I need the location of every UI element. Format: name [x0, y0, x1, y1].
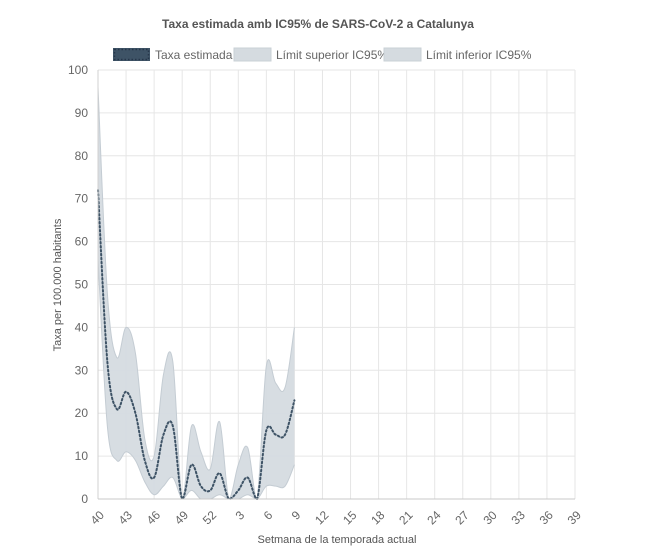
ci-band-area — [98, 87, 295, 499]
chart-title: Taxa estimada amb IC95% de SARS-CoV-2 a … — [162, 17, 474, 31]
x-tick-label: 40 — [88, 508, 108, 528]
legend-swatch-lower — [383, 47, 422, 62]
x-tick-label: 27 — [452, 508, 472, 528]
legend-label-estimate: Taxa estimada — [155, 48, 233, 62]
x-tick-label: 15 — [340, 508, 360, 528]
legend-swatch-estimate-dots — [113, 48, 150, 61]
x-tick-labels: 40 43 46 49 52 3 6 9 12 15 18 21 24 27 30 33 36 39 — [88, 508, 585, 528]
y-tick-label: 20 — [75, 406, 89, 420]
legend-swatch-upper — [233, 47, 272, 62]
y-tick-labels: 0 10 20 30 40 50 60 70 80 90 100 — [68, 63, 88, 506]
x-tick-label: 6 — [261, 508, 276, 523]
x-tick-label: 18 — [368, 508, 388, 528]
x-tick-label: 33 — [508, 508, 528, 528]
x-tick-label: 9 — [289, 508, 304, 523]
y-tick-label: 70 — [75, 192, 89, 206]
x-tick-label: 12 — [312, 508, 332, 528]
y-tick-label: 30 — [75, 363, 89, 377]
y-axis-label: Taxa per 100.000 habitants — [52, 218, 64, 351]
legend-item-upper[interactable]: Límit superior IC95% — [233, 47, 388, 62]
legend-label-lower: Límit inferior IC95% — [426, 48, 532, 62]
upper-limit-line — [97, 87, 295, 500]
x-tick-label: 36 — [537, 508, 557, 528]
y-tick-label: 50 — [75, 278, 89, 292]
y-tick-label: 40 — [75, 320, 89, 334]
x-axis-label: Setmana de la temporada actual — [258, 534, 417, 546]
x-tick-label: 49 — [172, 508, 192, 528]
x-tick-label: 24 — [424, 508, 444, 528]
legend-item-lower[interactable]: Límit inferior IC95% — [383, 47, 532, 62]
legend-label-upper: Límit superior IC95% — [276, 48, 388, 62]
lower-limit-line — [97, 258, 295, 500]
x-tick-label: 52 — [200, 508, 220, 528]
y-tick-label: 80 — [75, 149, 89, 163]
x-tick-label: 43 — [116, 508, 136, 528]
legend-item-estimate[interactable]: Taxa estimada — [113, 48, 233, 62]
y-tick-label: 100 — [68, 63, 88, 77]
y-tick-label: 10 — [75, 449, 89, 463]
confidence-band — [97, 87, 295, 500]
y-tick-label: 0 — [81, 492, 88, 506]
x-tick-label: 39 — [565, 508, 585, 528]
series-lines — [97, 189, 296, 501]
x-tick-label: 3 — [233, 508, 248, 523]
estimate-line — [97, 189, 296, 501]
legend[interactable]: Taxa estimada Límit superior IC95% Límit… — [113, 47, 532, 62]
x-tick-label: 21 — [396, 508, 416, 528]
x-tick-label: 46 — [144, 508, 164, 528]
y-tick-label: 60 — [75, 235, 89, 249]
y-tick-label: 90 — [75, 106, 89, 120]
x-tick-label: 30 — [480, 508, 500, 528]
axes — [97, 70, 575, 500]
legend-swatch-estimate — [113, 48, 150, 61]
